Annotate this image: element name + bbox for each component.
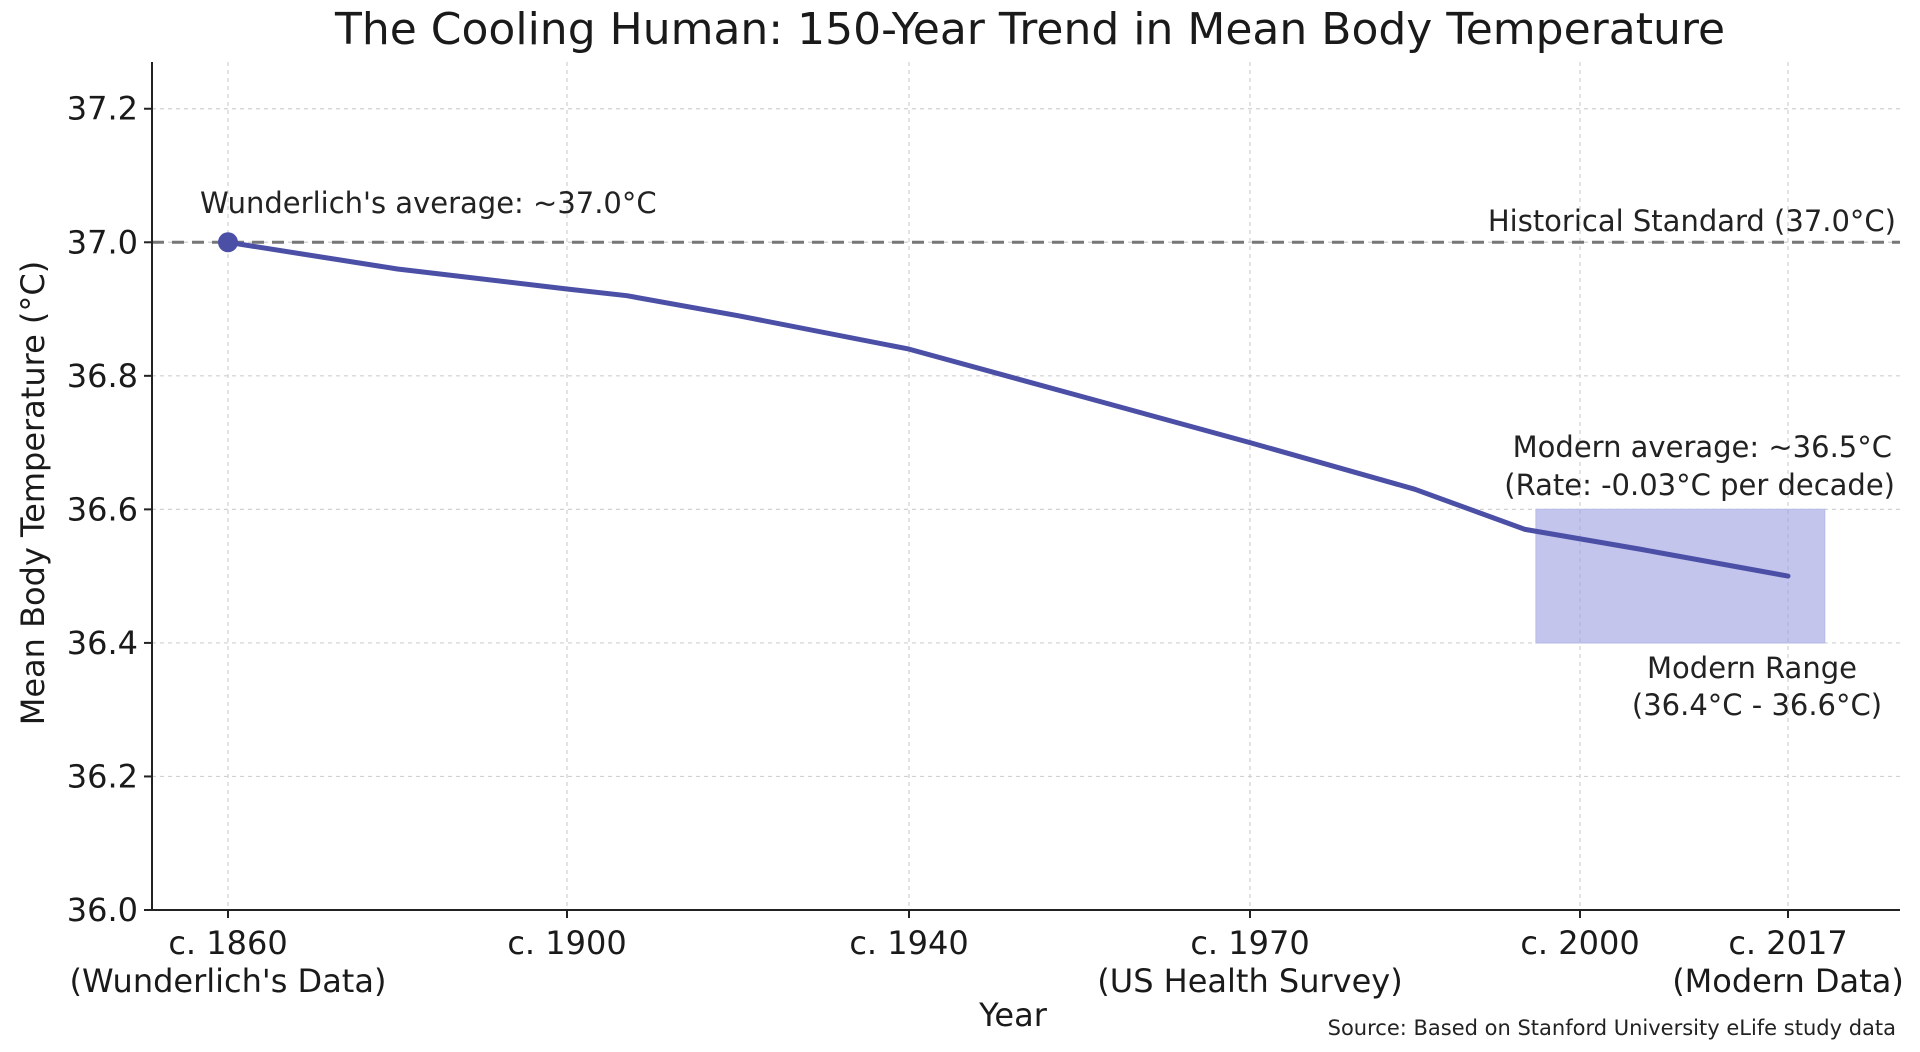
- x-tick-label: c. 1940: [849, 924, 968, 962]
- wunderlich-data-point: [218, 232, 238, 253]
- x-tick-label: (Modern Data): [1672, 962, 1904, 1000]
- gridlines: [152, 62, 1900, 910]
- x-tick-label: (Wunderlich's Data): [70, 962, 387, 1000]
- series-layer: [218, 232, 1791, 579]
- y-tick-label: 37.2: [67, 90, 138, 128]
- start-annotation: Wunderlich's average: ~37.0°C: [200, 186, 657, 220]
- temperature-trend-line: [225, 239, 1791, 579]
- x-tick-labels: c. 1860(Wunderlich's Data) c. 1900 c. 1940…: [70, 910, 1904, 1000]
- chart-title: The Cooling Human: 150-Year Trend in Mea…: [334, 4, 1725, 55]
- x-tick-label: c. 2017: [1728, 924, 1847, 962]
- y-tick-label: 36.0: [67, 891, 138, 929]
- y-tick-label: 36.6: [67, 490, 138, 528]
- y-tick-label: 36.2: [67, 757, 138, 795]
- x-tick-label: (US Health Survey): [1097, 962, 1402, 1000]
- rate-annotation: (Rate: -0.03°C per decade): [1504, 468, 1895, 502]
- y-tick-label: 36.4: [67, 624, 138, 662]
- x-tick-label: c. 1970: [1190, 924, 1309, 962]
- x-tick-label: c. 1860: [168, 924, 287, 962]
- modern-range-values: (36.4°C - 36.6°C): [1632, 688, 1882, 722]
- x-tick-label: c. 1900: [507, 924, 626, 962]
- y-axis-label: Mean Body Temperature (°C): [14, 261, 52, 726]
- axes: [151, 62, 1900, 911]
- x-tick-label: c. 2000: [1520, 924, 1639, 962]
- source-note: Source: Based on Stanford University eLi…: [1328, 1016, 1896, 1040]
- y-tick-labels: 36.0 36.2 36.4 36.6 36.8 37.0 37.2: [67, 90, 152, 929]
- x-axis-label: Year: [978, 996, 1048, 1034]
- reference-line-label: Historical Standard (37.0°C): [1488, 204, 1896, 238]
- y-tick-label: 37.0: [67, 223, 138, 261]
- modern-range-label: Modern Range: [1647, 651, 1857, 685]
- y-tick-label: 36.8: [67, 357, 138, 395]
- modern-average-annotation: Modern average: ~36.5°C: [1513, 430, 1892, 464]
